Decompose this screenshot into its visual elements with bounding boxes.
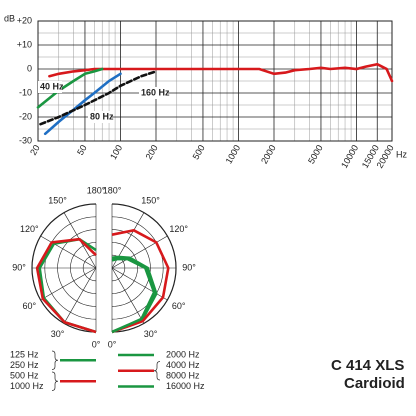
angle-label: 0° xyxy=(108,339,117,349)
model-name: C 414 XLS xyxy=(331,357,404,374)
angle-label: 0° xyxy=(92,339,101,349)
angle-label: 180° xyxy=(103,185,122,195)
response-line xyxy=(39,70,158,126)
angle-label: 150° xyxy=(48,196,67,206)
x-tick-label: 5000 xyxy=(306,143,325,165)
spoke xyxy=(111,267,145,324)
spoke xyxy=(63,267,97,324)
y-tick-label: -10 xyxy=(19,87,32,97)
legend-label: 125 Hz xyxy=(10,349,39,359)
spoke xyxy=(111,235,168,269)
polar-curve xyxy=(111,257,156,334)
annotation: 40 Hz xyxy=(40,81,64,91)
angle-label: 150° xyxy=(141,196,160,206)
pattern-name: Cardioid xyxy=(344,375,405,392)
angle-label: 90° xyxy=(182,262,196,272)
spoke xyxy=(40,235,97,269)
angle-label: 120° xyxy=(20,224,39,234)
legend-brace xyxy=(51,371,59,391)
legend-brace xyxy=(51,350,59,370)
legend-label: 16000 Hz xyxy=(166,381,205,391)
response-line xyxy=(48,62,394,83)
angle-label: 30° xyxy=(51,329,65,339)
spoke xyxy=(111,267,168,301)
y-tick-label: +20 xyxy=(17,15,32,25)
x-tick-label: 500 xyxy=(191,143,207,161)
angle-label: 30° xyxy=(144,329,158,339)
annotation: 80 Hz xyxy=(90,111,114,121)
legend-label: 2000 Hz xyxy=(166,349,200,359)
x-tick-label: 1000 xyxy=(224,143,243,165)
polar-curve xyxy=(111,229,170,334)
response-line xyxy=(36,67,104,109)
legend-brace xyxy=(153,361,161,381)
angle-label: 180° xyxy=(87,185,106,195)
annotation-box xyxy=(38,81,62,93)
x-tick-label: 200 xyxy=(144,143,160,161)
y-tick-label: -20 xyxy=(19,111,32,121)
annotation-box xyxy=(139,87,168,99)
x-tick-label: 20 xyxy=(28,143,42,157)
annotation: 160 Hz xyxy=(141,87,170,97)
legend-label: 4000 Hz xyxy=(166,360,200,370)
x-tick-label: 50 xyxy=(75,143,89,157)
y-tick-label: +10 xyxy=(17,39,32,49)
legend-label: 250 Hz xyxy=(10,360,39,370)
x-axis-label: Hz xyxy=(396,149,407,159)
legend-label: 8000 Hz xyxy=(166,370,200,380)
angle-label: 90° xyxy=(12,262,26,272)
x-tick-label: 2000 xyxy=(259,143,278,165)
x-tick-label: 10000 xyxy=(339,143,360,170)
angle-label: 120° xyxy=(169,224,188,234)
angle-label: 60° xyxy=(172,301,186,311)
legend-label: 500 Hz xyxy=(10,370,39,380)
polar-curve xyxy=(35,237,97,334)
y-tick-label: -30 xyxy=(19,135,32,145)
x-tick-label: 100 xyxy=(108,143,124,161)
response-line xyxy=(43,72,122,136)
annotation-box xyxy=(88,111,112,123)
legend-label: 1000 Hz xyxy=(10,381,44,391)
spoke xyxy=(40,267,97,301)
y-axis-label: dB xyxy=(4,13,15,23)
y-tick-label: 0 xyxy=(27,63,32,73)
angle-label: 60° xyxy=(23,301,37,311)
